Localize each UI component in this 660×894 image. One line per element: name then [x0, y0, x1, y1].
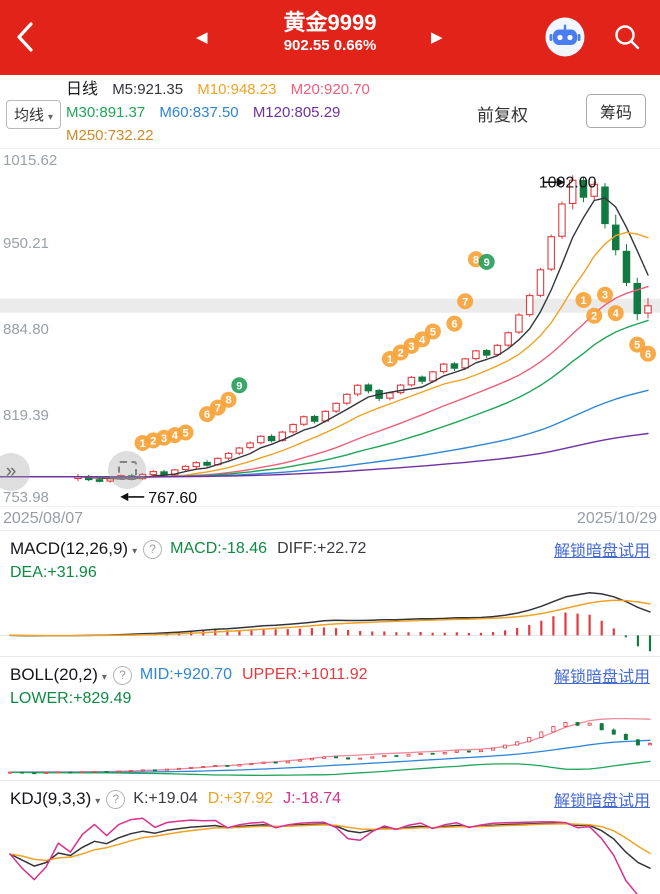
macd-value: MACD:-18.46	[170, 540, 268, 557]
price-change-label: 902.55 0.66%	[283, 37, 377, 54]
help-icon[interactable]: ?	[143, 539, 163, 559]
chevron-down-icon: ▾	[48, 112, 54, 123]
page-title: 黄金9999	[283, 10, 377, 35]
svg-text:1: 1	[580, 295, 586, 307]
kdj-j-value: J:-18.74	[283, 790, 341, 807]
svg-text:6: 6	[645, 349, 651, 361]
search-icon[interactable]	[612, 22, 642, 57]
kdj-chart[interactable]	[0, 812, 660, 894]
end-date-label: 2025/10/29	[576, 509, 657, 527]
svg-text:1002.00: 1002.00	[539, 174, 597, 191]
svg-text:4: 4	[419, 334, 426, 346]
ma-settings-dropdown[interactable]: 均线 ▾	[6, 100, 62, 129]
kdj-k-value: K:+19.04	[133, 790, 198, 807]
svg-text:5: 5	[182, 428, 188, 440]
svg-text:3: 3	[602, 290, 608, 302]
unlock-dark-pool-link[interactable]: 解锁暗盘试用	[553, 793, 650, 810]
svg-text:4: 4	[172, 430, 179, 442]
svg-text:9: 9	[484, 257, 490, 269]
back-chevron-icon	[14, 22, 36, 59]
svg-text:8: 8	[473, 254, 479, 266]
drawing-tool-button[interactable]	[108, 451, 146, 489]
svg-text:1: 1	[139, 438, 145, 450]
svg-text:819.39: 819.39	[3, 407, 49, 424]
unlock-dark-pool-link[interactable]: 解锁暗盘试用	[553, 669, 650, 686]
date-axis: 2025/08/07 2025/10/29	[0, 506, 660, 530]
boll-mid-value: MID:+920.70	[139, 666, 232, 683]
svg-text:753.98: 753.98	[3, 489, 49, 506]
selection-box-icon	[117, 460, 137, 480]
prev-stock-button[interactable]: ◀	[196, 28, 208, 46]
boll-panel: BOLL(20,2) ▾ ? MID:+920.70 UPPER:+1011.92…	[0, 656, 660, 780]
start-date-label: 2025/08/07	[3, 509, 84, 527]
svg-text:8: 8	[226, 395, 232, 407]
app-header: ◀ 黄金9999 902.55 0.66% ▶	[0, 0, 660, 75]
expand-tools-button[interactable]: »	[0, 453, 30, 491]
boll-lower-value: LOWER:+829.49	[10, 690, 132, 707]
macd-indicator-selector[interactable]: MACD(12,26,9) ▾	[10, 539, 138, 558]
ma5-value: M5:921.35	[112, 81, 184, 98]
main-chart-area: 1015.62 950.21 884.80 819.39 753.98 1 2 3 4 5 6 7 8 9…	[0, 149, 660, 530]
diff-value: DIFF:+22.72	[277, 540, 367, 557]
help-icon[interactable]: ?	[106, 789, 126, 809]
assistant-robot-icon[interactable]	[544, 16, 586, 63]
adjust-mode-button[interactable]: 前复权	[477, 106, 528, 125]
svg-text:884.80: 884.80	[3, 321, 49, 338]
svg-text:2: 2	[398, 347, 404, 359]
svg-text:6: 6	[451, 319, 457, 331]
ma120-value: M120:805.29	[252, 104, 341, 121]
chip-distribution-button[interactable]: 筹码	[585, 94, 646, 128]
svg-text:2: 2	[150, 435, 156, 447]
title-block: 黄金9999 902.55 0.66%	[0, 9, 660, 56]
ma10-value: M10:948.23	[197, 81, 277, 98]
macd-panel: MACD(12,26,9) ▾ ? MACD:-18.46 DIFF:+22.72…	[0, 530, 660, 656]
next-stock-button[interactable]: ▶	[431, 28, 443, 46]
svg-text:5: 5	[634, 340, 640, 352]
svg-text:7: 7	[215, 403, 221, 415]
ma20-value: M20:920.70	[290, 81, 370, 98]
svg-text:1015.62: 1015.62	[3, 152, 57, 169]
boll-chart[interactable]	[0, 714, 660, 780]
svg-text:9: 9	[236, 380, 242, 392]
svg-text:2: 2	[591, 311, 597, 323]
svg-text:4: 4	[613, 308, 620, 320]
indicator-toolbar: 均线 ▾ 日线 M5:921.35 M10:948.23 M20:920.70 M…	[0, 75, 660, 149]
right-triangle-icon: ▶	[431, 29, 443, 46]
back-button[interactable]	[14, 19, 36, 60]
kdj-panel: KDJ(9,3,3) ▾ ? K:+19.04 D:+37.92 J:-18.74…	[0, 780, 660, 894]
svg-text:6: 6	[204, 409, 210, 421]
svg-text:3: 3	[161, 433, 167, 445]
boll-upper-value: UPPER:+1011.92	[241, 666, 368, 683]
kdj-d-value: D:+37.92	[207, 790, 274, 807]
left-triangle-icon: ◀	[196, 29, 208, 46]
svg-text:1: 1	[387, 354, 393, 366]
macd-chart[interactable]	[0, 588, 660, 656]
double-chevron-icon: »	[5, 461, 17, 482]
svg-text:5: 5	[430, 326, 436, 338]
svg-text:3: 3	[408, 341, 414, 353]
ma250-value: M250:732.22	[66, 127, 154, 144]
chevron-down-icon: ▾	[132, 546, 138, 557]
svg-text:767.60: 767.60	[148, 490, 197, 506]
ma60-value: M60:837.50	[159, 104, 239, 121]
svg-text:950.21: 950.21	[3, 235, 49, 252]
help-icon[interactable]: ?	[112, 665, 132, 685]
svg-text:7: 7	[462, 296, 468, 308]
ma-values-block: 日线 M5:921.35 M10:948.23 M20:920.70 M30:8…	[66, 75, 660, 147]
dea-value: DEA:+31.96	[10, 564, 97, 581]
ma30-value: M30:891.37	[66, 104, 146, 121]
chevron-down-icon: ▾	[101, 672, 107, 683]
unlock-dark-pool-link[interactable]: 解锁暗盘试用	[553, 543, 650, 560]
kdj-indicator-selector[interactable]: KDJ(9,3,3) ▾	[10, 789, 101, 808]
boll-indicator-selector[interactable]: BOLL(20,2) ▾	[10, 665, 107, 684]
chevron-down-icon: ▾	[95, 796, 101, 807]
period-selector[interactable]: 日线	[66, 81, 99, 98]
